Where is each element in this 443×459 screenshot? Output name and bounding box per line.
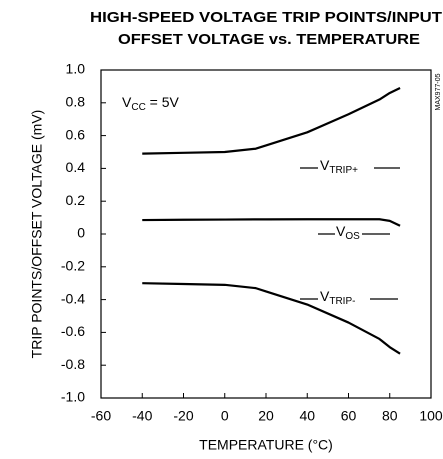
- y-tick-label: -1.0: [61, 389, 85, 405]
- annotation: VTRIP-: [320, 288, 355, 307]
- y-tick-label: -0.6: [61, 323, 85, 339]
- y-tick-label: -0.4: [61, 290, 85, 306]
- x-tick-label: 80: [382, 408, 398, 424]
- x-axis-label: TEMPERATURE (°C): [199, 437, 333, 453]
- x-tick-label: -20: [173, 408, 193, 424]
- y-axis-label: TRIP POINTS/OFFSET VOLTAGE (mV): [29, 110, 45, 359]
- y-tick-label: 0: [77, 225, 85, 241]
- x-tick-label: 40: [299, 408, 315, 424]
- y-tick-label: 1.0: [66, 61, 86, 77]
- x-tick-label: -60: [91, 408, 111, 424]
- y-tick-label: 0.8: [66, 94, 86, 110]
- chart-title: HIGH-SPEED VOLTAGE TRIP POINTS/INPUT: [90, 9, 442, 26]
- y-tick-label: -0.2: [61, 258, 85, 274]
- y-tick-label: 0.4: [66, 159, 86, 175]
- annotation: VTRIP+: [320, 157, 358, 176]
- annotation: VOS: [336, 223, 360, 242]
- x-tick-label: 60: [341, 408, 357, 424]
- y-tick-label: 0.6: [66, 126, 86, 142]
- annotation: VCC = 5V: [122, 94, 180, 113]
- x-tick-label: 0: [221, 408, 229, 424]
- x-tick-label: 100: [419, 408, 443, 424]
- x-tick-label: 20: [258, 408, 274, 424]
- data-line: [142, 282, 401, 355]
- figure-id: MAX977-05: [435, 73, 442, 110]
- y-tick-label: -0.8: [61, 356, 85, 372]
- chart-title: OFFSET VOLTAGE vs. TEMPERATURE: [118, 31, 420, 48]
- y-tick-label: 0.2: [66, 192, 86, 208]
- data-line: [142, 218, 401, 227]
- data-line: [142, 87, 401, 155]
- x-tick-label: -40: [132, 408, 152, 424]
